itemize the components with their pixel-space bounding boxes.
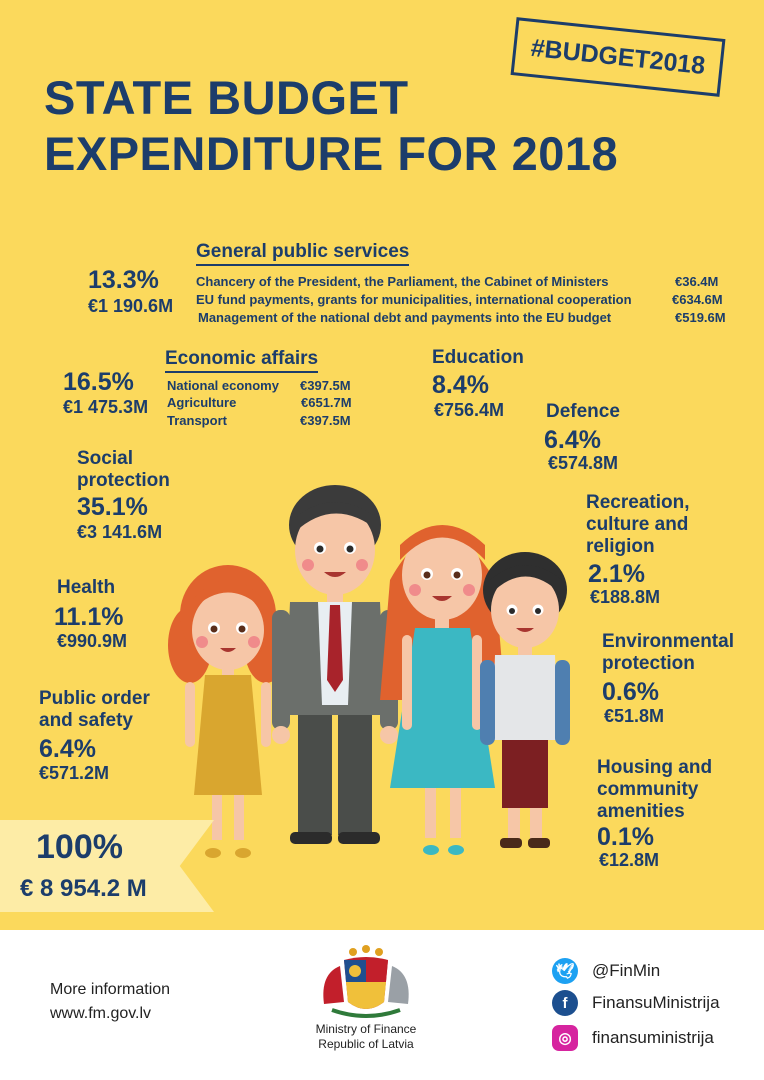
general-public-services-percent: 13.3% xyxy=(88,266,159,294)
public-order-label-line: Public order xyxy=(39,688,150,709)
environmental-label: Environmental protection xyxy=(602,631,734,675)
recreation-label-line: culture and xyxy=(586,514,689,535)
social-protection-percent: 35.1% xyxy=(77,493,148,521)
economic-affairs-amount: €1 475.3M xyxy=(63,397,149,417)
girl-figure xyxy=(168,565,288,858)
health-amount: €990.9M xyxy=(57,631,128,651)
instagram-handle: finansuministrija xyxy=(592,1028,714,1047)
recreation-label-line: Recreation, xyxy=(586,492,690,513)
family-illustration xyxy=(168,485,570,858)
education-percent: 8.4% xyxy=(432,371,489,399)
more-info-label: More information xyxy=(50,981,171,998)
ministry-line: Republic of Latvia xyxy=(318,1037,414,1051)
defence-percent: 6.4% xyxy=(544,426,601,454)
public-order-amount: €571.2M xyxy=(39,763,110,783)
facebook-handle: FinansuMinistrija xyxy=(592,993,720,1012)
gps-item-value: €36.4M xyxy=(675,274,719,289)
title-line-1: STATE BUDGET xyxy=(44,71,409,124)
gps-item-value: €519.6M xyxy=(675,310,726,325)
instagram-icon: ◎ xyxy=(552,1025,578,1051)
environmental-label-line: protection xyxy=(602,653,695,674)
latvia-coat-of-arms-icon xyxy=(323,945,409,1018)
housing-label-line: community xyxy=(597,779,699,800)
social-protection-label-line: protection xyxy=(77,470,170,491)
housing-label-line: Housing and xyxy=(597,757,713,778)
social-protection-label: Social protection xyxy=(77,448,170,492)
boy-figure xyxy=(480,552,570,848)
public-order-percent: 6.4% xyxy=(39,735,96,763)
poster: #BUDGET2018 STATE BUDGET EXPENDITURE FOR… xyxy=(0,0,764,930)
social-protection-label-line: Social xyxy=(77,448,133,469)
total-percent: 100% xyxy=(36,828,123,866)
mother-figure xyxy=(380,525,505,855)
father-figure xyxy=(272,485,398,844)
social-protection-amount: €3 141.6M xyxy=(77,522,163,542)
ea-item-label: National economy xyxy=(167,378,279,393)
gps-item-label: Management of the national debt and paym… xyxy=(198,310,612,325)
website-link[interactable]: www.fm.gov.lv xyxy=(50,1005,152,1022)
ea-item-value: €651.7M xyxy=(301,395,352,410)
economic-affairs-percent: 16.5% xyxy=(63,368,134,396)
total-band xyxy=(0,820,214,912)
ea-item-label: Agriculture xyxy=(167,395,237,410)
twitter-handle: @FinMin xyxy=(592,961,661,980)
ministry-name: Ministry of Finance Republic of Latvia xyxy=(300,1022,432,1052)
health-percent: 11.1% xyxy=(54,603,124,631)
environmental-percent: 0.6% xyxy=(602,678,659,706)
ea-item-value: €397.5M xyxy=(300,378,351,393)
more-info: More information www.fm.gov.lv xyxy=(50,978,170,1026)
page-title: STATE BUDGET EXPENDITURE FOR 2018 xyxy=(44,70,618,182)
general-public-services-amount: €1 190.6M xyxy=(88,296,174,316)
general-public-services-heading: General public services xyxy=(196,241,410,266)
gps-item-value: €634.6M xyxy=(672,292,723,307)
public-order-label-line: and safety xyxy=(39,710,133,731)
gps-item-label: Chancery of the President, the Parliamen… xyxy=(196,274,609,289)
housing-label-line: amenities xyxy=(597,801,685,822)
environmental-amount: €51.8M xyxy=(604,706,665,726)
housing-amount: €12.8M xyxy=(599,850,660,870)
instagram-link[interactable]: ◎ finansuministrija xyxy=(552,1025,714,1051)
education-label: Education xyxy=(432,347,524,368)
education-amount: €756.4M xyxy=(434,400,505,420)
environmental-label-line: Environmental xyxy=(602,631,734,652)
ministry-line: Ministry of Finance xyxy=(315,1022,417,1036)
twitter-icon: 🕊 xyxy=(552,958,578,984)
ea-item-label: Transport xyxy=(167,413,227,428)
twitter-link[interactable]: 🕊 @FinMin xyxy=(552,958,660,984)
total-amount: € 8 954.2 M xyxy=(20,875,147,902)
recreation-amount: €188.8M xyxy=(590,587,661,607)
health-label: Health xyxy=(57,577,116,598)
recreation-percent: 2.1% xyxy=(588,560,645,588)
facebook-link[interactable]: f FinansuMinistrija xyxy=(552,990,720,1016)
recreation-label-line: religion xyxy=(586,536,655,557)
ea-item-value: €397.5M xyxy=(300,413,351,428)
housing-percent: 0.1% xyxy=(597,823,654,851)
facebook-icon: f xyxy=(552,990,578,1016)
economic-affairs-heading: Economic affairs xyxy=(165,348,319,373)
defence-label: Defence xyxy=(546,401,620,422)
public-order-label: Public order and safety xyxy=(39,688,150,732)
footer: More information www.fm.gov.lv Ministry … xyxy=(0,930,764,1080)
recreation-label: Recreation, culture and religion xyxy=(586,492,689,558)
housing-label: Housing and community amenities xyxy=(597,757,712,823)
title-line-2: EXPENDITURE FOR 2018 xyxy=(44,127,619,180)
gps-item-label: EU fund payments, grants for municipalit… xyxy=(196,292,632,307)
defence-amount: €574.8M xyxy=(548,453,619,473)
